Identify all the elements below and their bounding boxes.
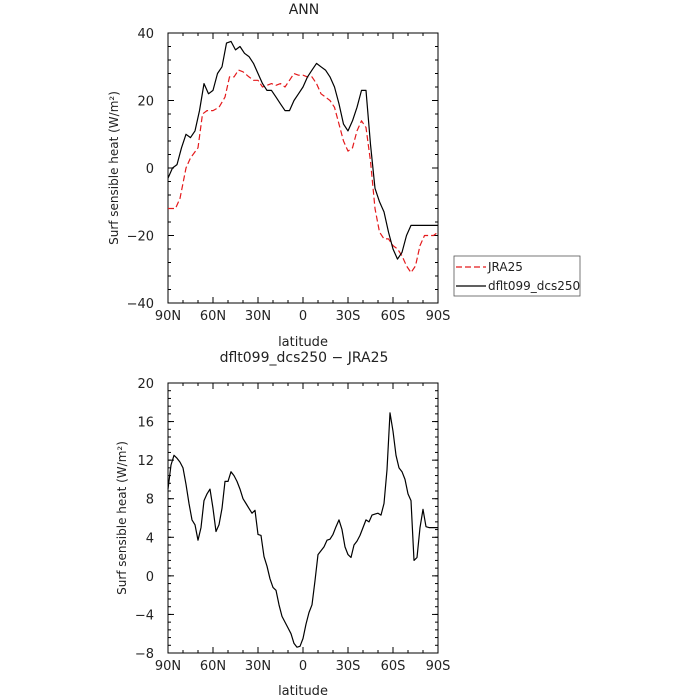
y-tick-label: −8 — [135, 647, 154, 662]
chart-top-ylabel: Surf sensible heat (W/m²) — [107, 91, 121, 245]
y-tick-label: 40 — [137, 27, 154, 42]
chart-top-ticks: 90N 60N 30N 0 30S 60S 90S 40 20 0 −20 −40 — [127, 27, 451, 324]
y-tick-label: 0 — [146, 162, 154, 177]
series-line-difference — [167, 412, 438, 648]
chart-bottom-ylabel: Surf sensible heat (W/m²) — [115, 441, 129, 595]
x-tick-label: 90S — [426, 309, 451, 324]
y-tick-label: 0 — [146, 570, 154, 585]
series-line-jra25 — [168, 69, 439, 274]
chart-top-legend: JRA25 dflt099_dcs250 — [453, 255, 581, 297]
y-tick-label: 4 — [146, 531, 154, 546]
chart-bottom-frame — [167, 382, 439, 654]
chart-top-frame — [167, 32, 439, 304]
chart-bottom-ticks: 90N 60N 30N 0 30S 60S 90S 20 16 12 8 4 0 −4 −8 — [135, 377, 451, 674]
y-tick-label: 8 — [146, 493, 154, 508]
x-tick-label: 60N — [200, 659, 226, 674]
y-tick-label: 20 — [137, 377, 154, 392]
y-tick-label: 20 — [137, 95, 154, 110]
y-tick-label: 16 — [137, 416, 154, 431]
legend-label-dflt099: dflt099_dcs250 — [488, 279, 580, 293]
y-tick-label: −40 — [127, 297, 154, 312]
x-tick-label: 60N — [200, 309, 226, 324]
chart-top-xlabel: latitude — [278, 335, 328, 350]
x-tick-label: 60S — [381, 309, 406, 324]
chart-bottom-panel: dflt099_dcs250 − JRA25 90N 60N 30N 0 30S 60S 9… — [115, 350, 450, 699]
x-tick-label: 60S — [381, 659, 406, 674]
x-tick-label: 90N — [155, 309, 181, 324]
chart-top-title: ANN — [289, 2, 320, 18]
series-line-dflt099-dcs250 — [167, 40, 438, 260]
x-tick-label: 0 — [299, 309, 307, 324]
x-tick-label: 90S — [426, 659, 451, 674]
y-tick-label: −4 — [135, 608, 154, 623]
chart-bottom-title: dflt099_dcs250 − JRA25 — [220, 350, 389, 366]
x-tick-label: 30N — [245, 659, 271, 674]
chart-top-panel: ANN 90N 60N 30N 0 30S 60S 90S 40 20 0 −20 −40 latit… — [107, 2, 450, 350]
y-tick-label: 12 — [137, 454, 154, 469]
legend-box — [453, 255, 581, 297]
chart-bottom-series — [167, 412, 438, 648]
legend-label-jra25: JRA25 — [487, 260, 523, 274]
y-tick-label: −20 — [127, 230, 154, 245]
x-tick-label: 0 — [299, 659, 307, 674]
x-tick-label: 30N — [245, 309, 271, 324]
chart-bottom-xlabel: latitude — [278, 684, 328, 699]
x-tick-label: 30S — [336, 309, 361, 324]
x-tick-label: 90N — [155, 659, 181, 674]
chart-top-series — [167, 40, 439, 274]
x-tick-label: 30S — [336, 659, 361, 674]
